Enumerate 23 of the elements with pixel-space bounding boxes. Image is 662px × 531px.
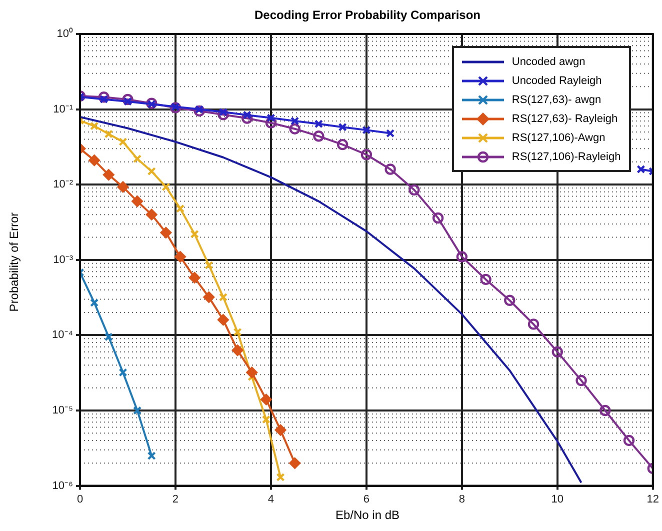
legend-label: RS(127,106)-Awgn (512, 132, 606, 144)
y-axis-title: Probability of Error (7, 212, 21, 312)
y-tick-label: 10⁻⁴ (52, 329, 74, 342)
x-tick-label: 10 (551, 493, 564, 506)
y-tick-label: 10⁻⁶ (52, 480, 73, 492)
legend-label: RS(127,63)- awgn (512, 94, 602, 106)
chart-title: Decoding Error Probability Comparison (253, 8, 482, 22)
legend-label: RS(127,63)- Rayleigh (512, 112, 618, 124)
x-tick-label: 0 (76, 493, 84, 506)
x-axis-title: Eb/No in dB (334, 508, 401, 522)
legend-label: Uncoded Rayleigh (512, 74, 602, 86)
y-tick-label: 10⁻¹ (53, 103, 74, 116)
y-tick-label: 10⁻⁵ (52, 404, 73, 417)
legend-label: Uncoded awgn (512, 56, 586, 68)
x-tick-label: 4 (268, 493, 274, 506)
x-tick-label: 8 (458, 493, 465, 506)
y-tick-label: 10⁻² (53, 178, 74, 191)
y-tick-label: 10⁰ (56, 27, 73, 40)
y-tick-label: 10⁻³ (53, 254, 74, 266)
x-tick-label: 12 (646, 493, 660, 506)
x-tick-label: 2 (172, 493, 179, 506)
x-tick-label: 6 (363, 493, 370, 506)
legend-label: RS(127,106)-Rayleigh (512, 150, 621, 162)
